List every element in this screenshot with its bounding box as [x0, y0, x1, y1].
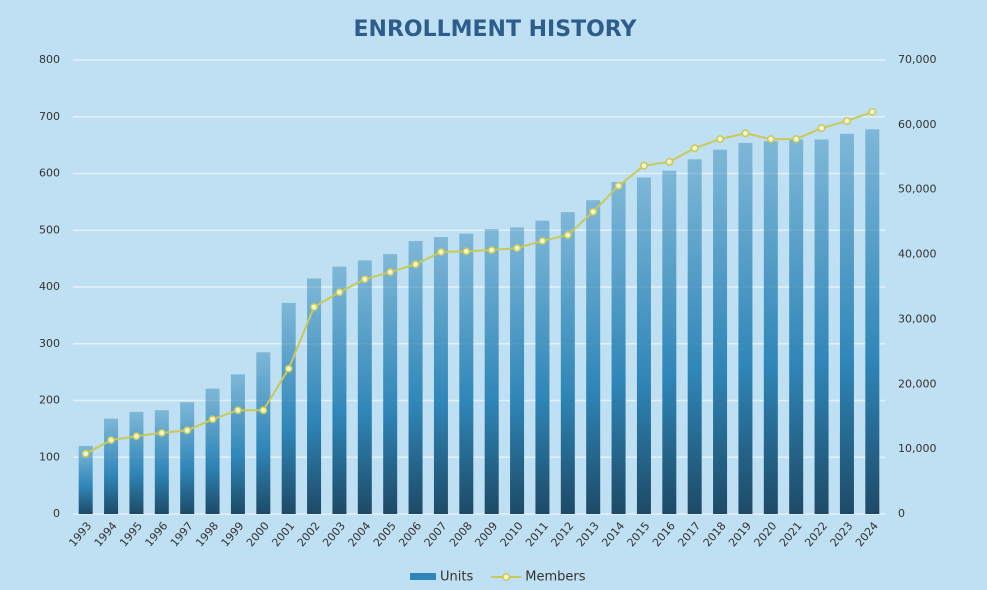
bar — [256, 352, 271, 514]
y-tick-label: 600 — [39, 167, 60, 180]
bar — [205, 388, 220, 514]
line-marker — [868, 107, 877, 116]
bar — [332, 266, 347, 514]
bar — [535, 220, 550, 515]
bar — [865, 129, 880, 515]
y-tick-label: 300 — [39, 337, 60, 350]
bar — [738, 142, 753, 515]
line-marker — [360, 275, 369, 284]
bar — [560, 212, 575, 514]
line-marker — [310, 303, 319, 312]
bar — [510, 227, 525, 514]
line-marker — [81, 449, 90, 458]
y-tick-label: 200 — [39, 394, 60, 407]
bar — [636, 177, 651, 514]
bar — [611, 182, 626, 514]
line-marker — [513, 244, 522, 253]
bar — [662, 170, 677, 514]
bar — [129, 411, 144, 514]
line-marker — [386, 268, 395, 277]
line-marker — [284, 364, 293, 373]
bar — [763, 141, 778, 514]
legend-label: Members — [525, 570, 585, 585]
bar — [307, 278, 322, 514]
y2-tick-label: 20,000 — [898, 377, 937, 390]
line-marker — [716, 135, 725, 144]
line — [85, 110, 873, 455]
line-marker — [259, 406, 268, 415]
bar — [104, 418, 119, 514]
line-marker — [411, 260, 420, 269]
legend-swatch — [410, 573, 436, 580]
line-marker — [589, 207, 598, 216]
bar — [154, 410, 169, 514]
line-marker — [335, 288, 344, 297]
y-tick-label: 800 — [39, 53, 60, 66]
y-tick-label: 0 — [53, 507, 60, 520]
bar — [687, 159, 702, 514]
bar — [230, 374, 245, 514]
line-marker — [563, 231, 572, 240]
chart-title: ENROLLMENT HISTORY — [354, 17, 638, 42]
line-marker — [208, 415, 217, 424]
line-marker — [487, 246, 496, 254]
bar — [789, 139, 804, 514]
line-marker — [665, 157, 674, 166]
legend-marker — [502, 573, 511, 581]
bar — [408, 241, 423, 514]
line-marker — [792, 135, 801, 144]
y2-tick-label: 0 — [898, 507, 905, 520]
bar — [180, 402, 195, 514]
y-tick-label: 100 — [39, 450, 60, 463]
bar — [78, 445, 93, 514]
line-marker — [741, 129, 750, 138]
bar — [281, 302, 296, 514]
line-marker — [132, 432, 141, 441]
line-marker — [817, 124, 826, 133]
bar — [713, 149, 728, 515]
y-tick-label: 700 — [39, 110, 60, 123]
y2-tick-label: 30,000 — [898, 312, 937, 325]
y-tick-label: 500 — [39, 223, 60, 236]
line-marker — [462, 247, 471, 256]
line-marker — [436, 248, 445, 256]
line-marker — [766, 135, 775, 144]
line-marker — [842, 117, 851, 125]
y2-tick-label: 60,000 — [898, 118, 937, 131]
bar — [383, 254, 398, 514]
line-marker — [538, 237, 547, 245]
bar — [357, 260, 372, 514]
bar — [586, 200, 601, 515]
bar — [839, 133, 854, 514]
bar — [814, 139, 829, 514]
legend-label: Units — [440, 570, 473, 585]
line-marker — [639, 161, 648, 170]
line-marker — [107, 436, 116, 445]
bar — [433, 237, 448, 514]
line-marker — [233, 406, 242, 415]
line-marker — [690, 144, 699, 153]
y2-tick-label: 70,000 — [898, 53, 937, 66]
line-marker — [157, 428, 166, 437]
bar — [484, 229, 499, 515]
bar — [459, 233, 474, 514]
y2-tick-label: 10,000 — [898, 442, 937, 455]
y2-tick-label: 50,000 — [898, 183, 937, 196]
line-marker — [183, 426, 192, 435]
y2-tick-label: 40,000 — [898, 248, 937, 261]
y-tick-label: 400 — [39, 280, 60, 293]
line-marker — [614, 181, 623, 190]
